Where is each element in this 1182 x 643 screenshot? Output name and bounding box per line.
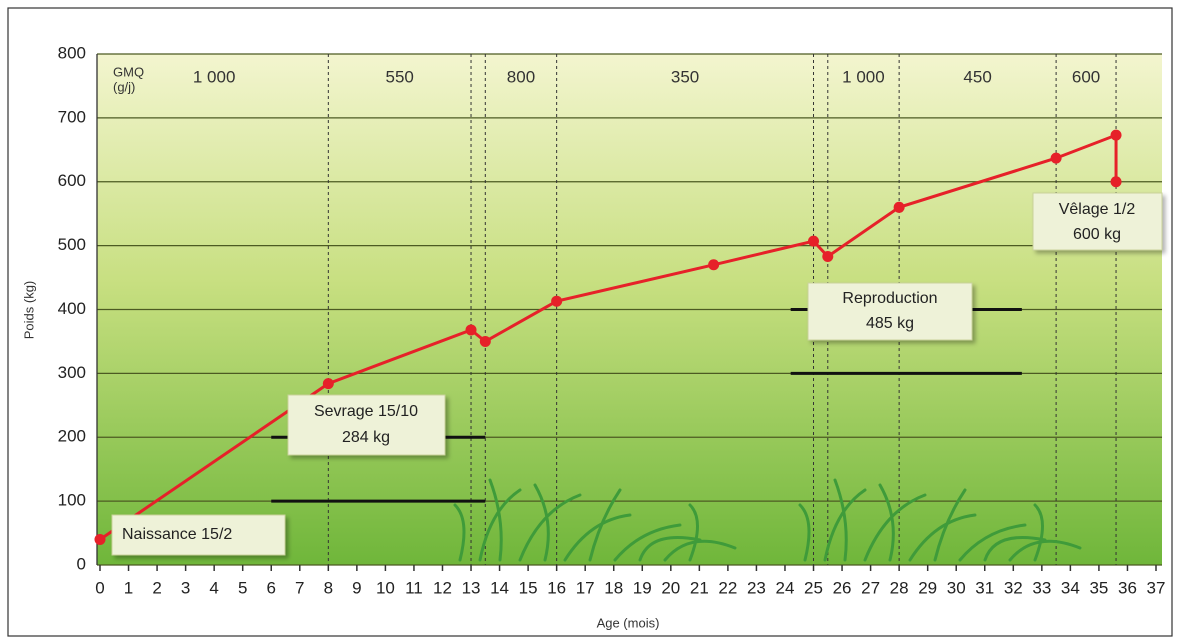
gmq-title: GMQ: [113, 64, 144, 79]
x-tick-label: 12: [433, 578, 452, 597]
point: [551, 295, 563, 307]
annotation: 485 kg: [866, 315, 914, 332]
annotation: Naissance 15/2: [122, 526, 232, 543]
x-tick-label: 0: [95, 578, 104, 597]
gmq-label: 1 000: [842, 67, 885, 86]
y-tick-label: 100: [58, 491, 86, 510]
x-tick-label: 17: [576, 578, 595, 597]
annotation: Reproduction: [842, 290, 937, 307]
x-tick-label: 24: [776, 578, 795, 597]
x-tick-label: 6: [267, 578, 276, 597]
x-tick-label: 23: [747, 578, 766, 597]
x-tick-label: 22: [718, 578, 737, 597]
x-tick-label: 15: [519, 578, 538, 597]
gmq-title: (g/j): [113, 79, 135, 94]
x-tick-label: 5: [238, 578, 247, 597]
x-tick-label: 4: [209, 578, 218, 597]
x-tick-label: 33: [1032, 578, 1051, 597]
y-tick-label: 200: [58, 427, 86, 446]
point: [465, 324, 477, 336]
y-tick-label: 700: [58, 107, 86, 126]
point: [1110, 129, 1122, 141]
x-tick-label: 11: [405, 578, 423, 597]
point: [322, 378, 334, 390]
annotation: Sevrage 15/10: [314, 403, 418, 420]
line: [99, 132, 1118, 541]
x-tick-label: 14: [490, 578, 509, 597]
y-tick-label: 600: [58, 171, 86, 190]
x-axis-label: Age (mois): [597, 615, 660, 630]
x-tick-label: 18: [604, 578, 623, 597]
x-tick-label: 35: [1089, 578, 1108, 597]
gmq-label: 450: [963, 67, 991, 86]
y-tick-label: 400: [58, 299, 86, 318]
x-tick-label: 20: [661, 578, 680, 597]
gmq-label: 1 000: [193, 67, 236, 86]
y-axis-label: Poids (kg): [21, 281, 36, 340]
x-tick-label: 32: [1004, 578, 1023, 597]
y-tick-label: 0: [77, 554, 86, 573]
gmq-label: 600: [1072, 67, 1100, 86]
x-tick-label: 29: [918, 578, 937, 597]
x-tick-label: 28: [890, 578, 909, 597]
gmq-label: 550: [385, 67, 413, 86]
point: [1110, 176, 1122, 188]
annotation: Vêlage 1/2: [1059, 201, 1136, 218]
x-tick-label: 19: [633, 578, 652, 597]
annotation-box: [807, 282, 973, 341]
x-tick-label: 27: [861, 578, 880, 597]
x-tick-label: 8: [324, 578, 333, 597]
y-tick-label: 800: [58, 43, 86, 62]
gmq-label: 350: [671, 67, 699, 86]
point: [708, 259, 720, 271]
annotation: 600 kg: [1073, 226, 1121, 243]
point: [1050, 152, 1062, 164]
point: [893, 201, 905, 213]
x-tick-label: 21: [690, 578, 709, 597]
gmq-label: 800: [507, 67, 535, 86]
x-tick-label: 7: [295, 578, 304, 597]
point: [479, 335, 491, 347]
x-tick-label: 37: [1147, 578, 1166, 597]
x-tick-label: 2: [152, 578, 161, 597]
annotation-box: [1032, 192, 1163, 251]
x-tick-label: 26: [833, 578, 852, 597]
annotation-box: [111, 514, 286, 556]
x-tick-label: 1: [124, 578, 133, 597]
y-tick-label: 300: [58, 363, 86, 382]
grass-decoration: [453, 478, 1082, 562]
x-tick-label: 31: [975, 578, 994, 597]
x-tick-label: 36: [1118, 578, 1137, 597]
x-tick-label: 3: [181, 578, 190, 597]
point: [94, 533, 106, 545]
point: [808, 235, 820, 247]
y-tick-label: 500: [58, 235, 86, 254]
x-tick-label: 25: [804, 578, 823, 597]
x-tick-label: 9: [352, 578, 361, 597]
x-tick-label: 30: [947, 578, 966, 597]
x-tick-label: 10: [376, 578, 395, 597]
x-tick-label: 13: [462, 578, 481, 597]
x-tick-label: 34: [1061, 578, 1080, 597]
annotation: 284 kg: [342, 429, 390, 446]
annotation-box: [287, 394, 446, 456]
x-tick-label: 16: [547, 578, 566, 597]
point: [822, 250, 834, 262]
